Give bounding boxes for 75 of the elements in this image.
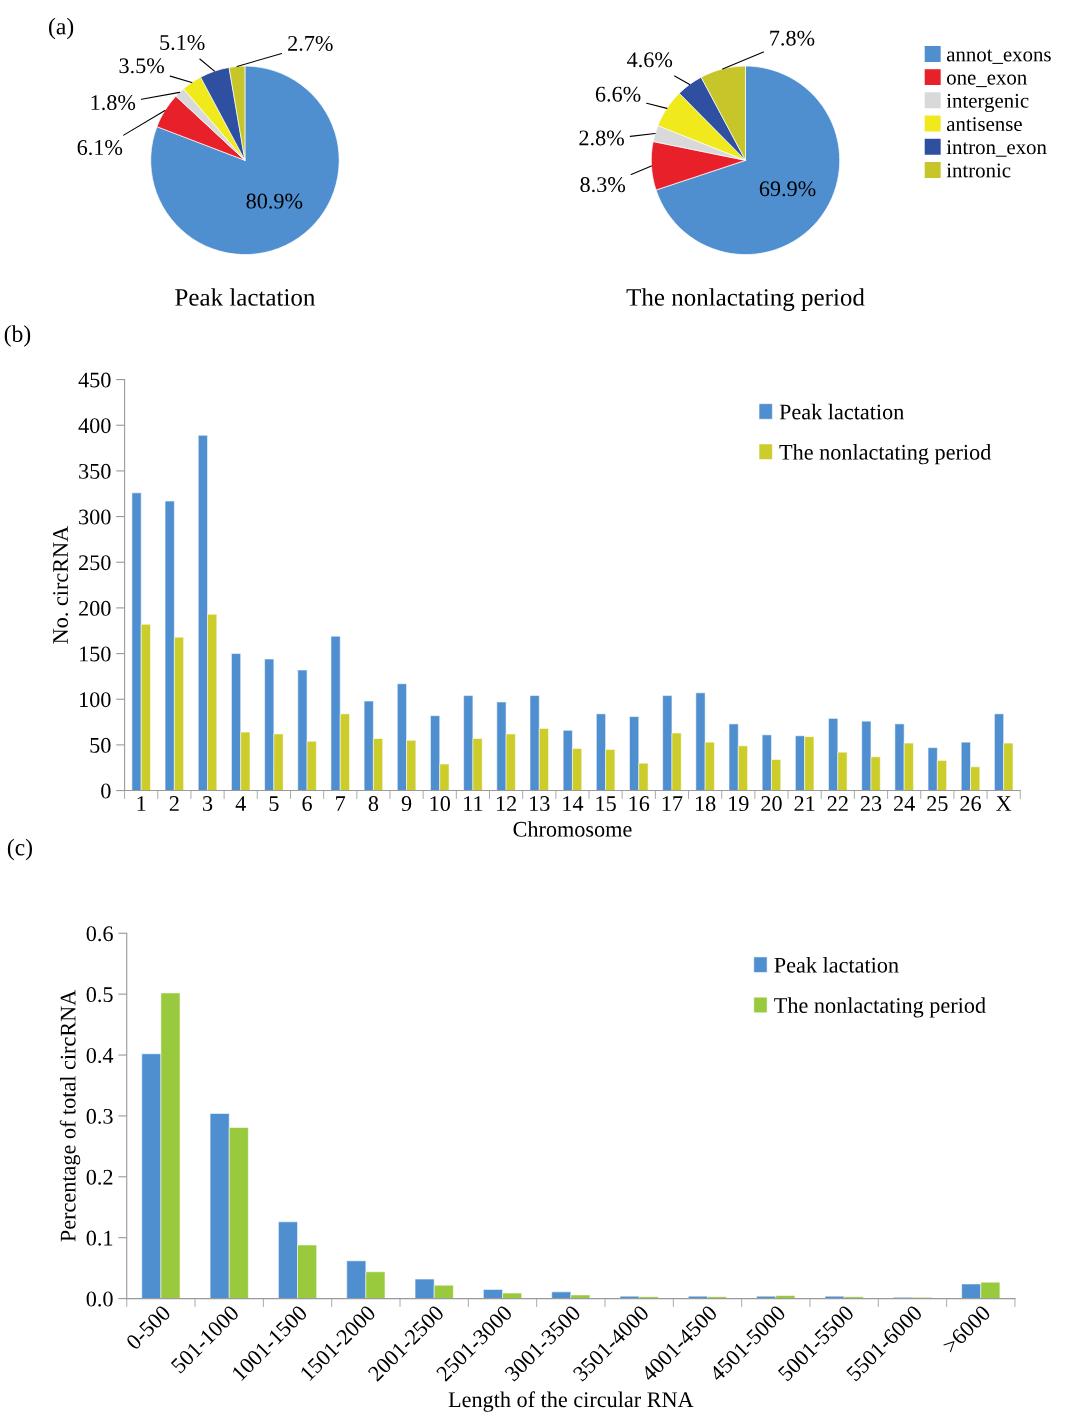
x-tick-label: 16 bbox=[629, 796, 650, 812]
y-tick-label: 400 bbox=[78, 418, 111, 434]
x-tick-label: 20 bbox=[761, 796, 782, 812]
data-label: 2.7% bbox=[288, 35, 333, 51]
data-label: 6.1% bbox=[77, 139, 123, 156]
legend-label: Peak lactation bbox=[779, 403, 904, 420]
legend-label: Peak lactation bbox=[774, 957, 899, 973]
x-tick-label: 2 bbox=[169, 796, 179, 811]
x-tick-label: 22 bbox=[827, 796, 848, 811]
data-label: 1.8% bbox=[91, 95, 136, 111]
legend-label: annot_exons bbox=[946, 49, 1051, 64]
x-axis-title: Length of the circular RNA bbox=[448, 1391, 694, 1412]
x-tick-label: 21 bbox=[794, 796, 815, 811]
x-tick-label: 6 bbox=[302, 796, 312, 812]
data-label: 4.6% bbox=[627, 52, 673, 68]
y-tick-label: 0.2 bbox=[86, 1169, 113, 1185]
x-tick-label: 10 bbox=[430, 796, 451, 812]
data-label: 80.9% bbox=[246, 193, 303, 209]
y-tick-label: 350 bbox=[79, 463, 111, 479]
text: (a) bbox=[49, 17, 74, 40]
legend-label: intron_exon bbox=[946, 140, 1047, 157]
data-label: 6.6% bbox=[595, 86, 641, 102]
legend-label: The nonlactating period bbox=[774, 997, 986, 1018]
y-axis-title: No. circRNA bbox=[53, 525, 69, 644]
y-tick-label: 0.0 bbox=[86, 1291, 113, 1307]
data-label: 69.9% bbox=[759, 181, 816, 197]
x-axis-title: Chromosome bbox=[513, 821, 632, 837]
y-axis-title: Percentage of total circRNA bbox=[59, 989, 81, 1242]
x-tick-label: 8 bbox=[368, 796, 379, 812]
y-tick-label: 300 bbox=[79, 509, 111, 525]
y-tick-label: 150 bbox=[80, 646, 111, 662]
x-tick-label: 3 bbox=[203, 796, 213, 812]
legend-label: antisense bbox=[946, 117, 1022, 132]
x-tick-label: 13 bbox=[530, 796, 550, 812]
text: (c) bbox=[7, 838, 32, 861]
data-label: 5.1% bbox=[160, 34, 205, 51]
x-tick-label: 15 bbox=[596, 796, 616, 812]
y-tick-label: 0.1 bbox=[86, 1230, 113, 1246]
x-tick-label: 1 bbox=[137, 796, 146, 811]
y-tick-label: 100 bbox=[80, 692, 111, 708]
x-tick-label: 18 bbox=[695, 796, 716, 812]
x-tick-label: X bbox=[996, 796, 1012, 811]
y-tick-label: 250 bbox=[79, 555, 111, 571]
x-tick-label: 11 bbox=[464, 796, 483, 811]
text: (b) bbox=[4, 325, 31, 347]
x-tick-label: 24 bbox=[894, 796, 915, 811]
x-tick-label: 12 bbox=[496, 796, 516, 811]
data-label: 2.8% bbox=[579, 130, 624, 146]
data-label: 3.5% bbox=[119, 58, 165, 74]
x-tick-label: 19 bbox=[729, 796, 749, 812]
x-tick-label: 25 bbox=[927, 796, 948, 812]
y-tick-label: 50 bbox=[90, 737, 111, 753]
x-tick-label: 14 bbox=[563, 796, 584, 811]
legend-label: intronic bbox=[946, 163, 1011, 178]
x-tick-label: 9 bbox=[401, 796, 412, 812]
y-tick-label: 0.3 bbox=[86, 1108, 113, 1124]
y-tick-label: 0.5 bbox=[86, 987, 113, 1003]
x-tick-label: 4 bbox=[235, 796, 246, 811]
data-label: 7.8% bbox=[770, 30, 815, 46]
y-tick-label: 0.4 bbox=[86, 1047, 114, 1064]
y-tick-label: 450 bbox=[78, 372, 111, 388]
legend-label: The nonlactating period bbox=[779, 444, 992, 465]
legend-label: one_exon bbox=[947, 74, 1027, 88]
x-tick-label: 5 bbox=[269, 796, 279, 812]
y-tick-label: 200 bbox=[79, 600, 111, 616]
y-tick-label: 0.6 bbox=[86, 926, 113, 942]
text: The nonlactating period bbox=[626, 288, 865, 311]
legend-label: intergenic bbox=[946, 93, 1029, 113]
y-tick-label: 0 bbox=[101, 783, 111, 799]
text: Peak lactation bbox=[175, 288, 316, 306]
x-tick-label: 7 bbox=[336, 796, 346, 811]
x-tick-label: 23 bbox=[860, 796, 882, 812]
data-label: 8.3% bbox=[580, 177, 626, 193]
x-tick-label: 26 bbox=[960, 796, 981, 812]
x-tick-label: 17 bbox=[662, 796, 683, 811]
